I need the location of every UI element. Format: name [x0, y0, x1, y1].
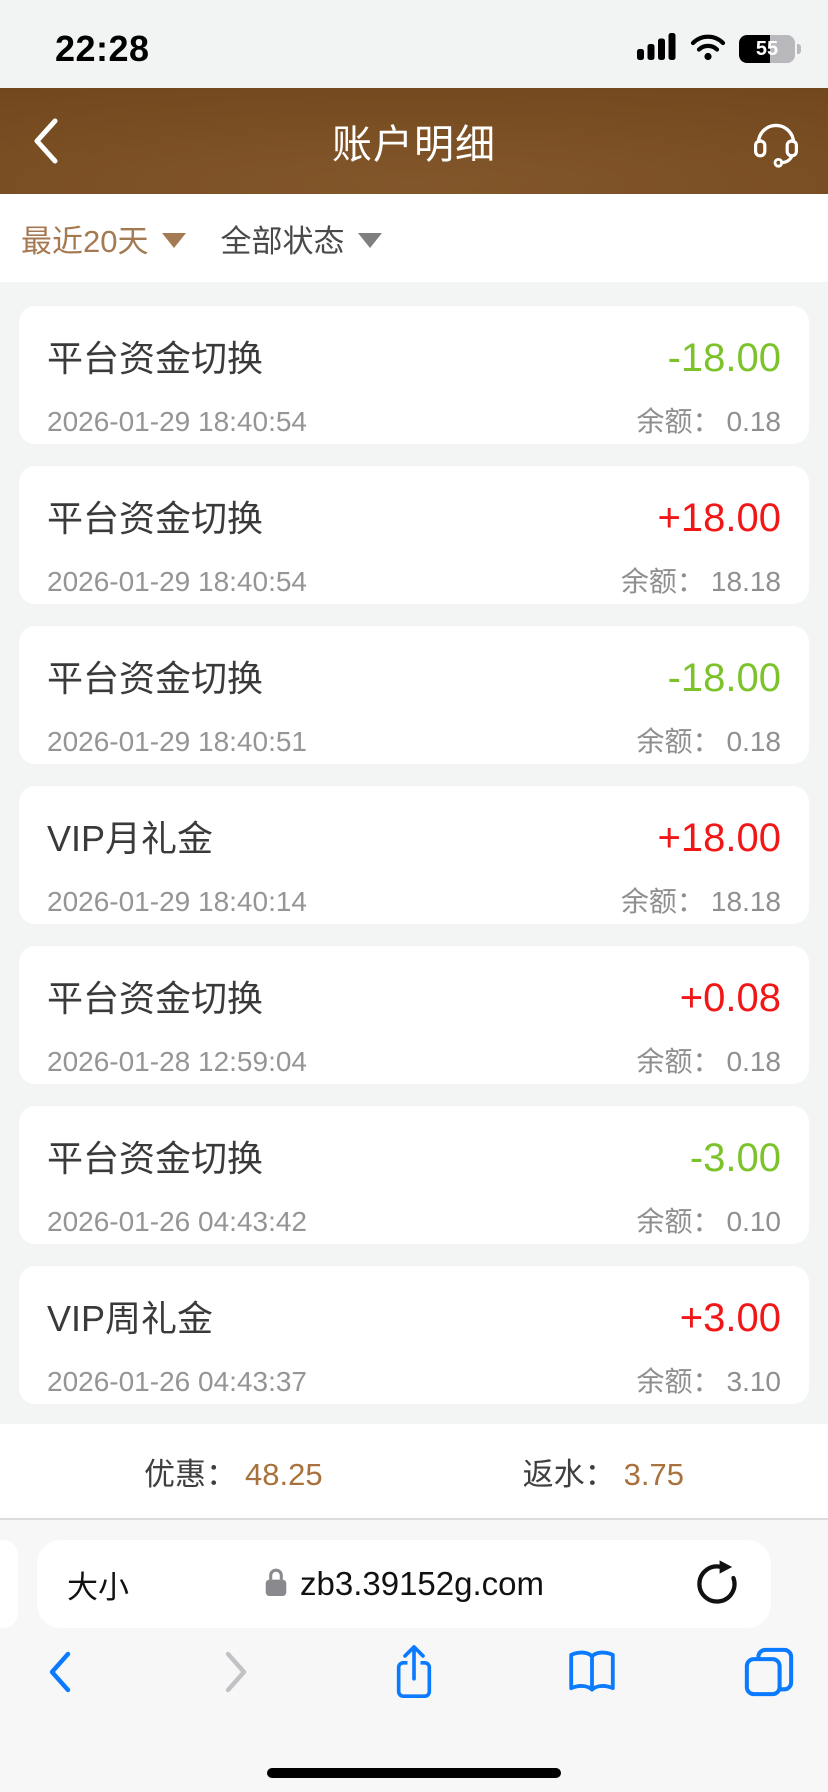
browser-chrome: 大小 zb3.39152g.com — [0, 1520, 828, 1792]
url-display[interactable]: zb3.39152g.com — [37, 1540, 771, 1628]
previous-tab-peek[interactable] — [0, 1540, 18, 1628]
url-bar-row: 大小 zb3.39152g.com — [0, 1520, 828, 1628]
tabs-icon[interactable] — [740, 1642, 798, 1702]
chevron-down-icon — [162, 232, 187, 248]
battery-icon: 55 — [739, 35, 801, 63]
balance-label: 余额： — [620, 886, 705, 917]
page-title: 账户明细 — [332, 123, 496, 167]
app-header: 账户明细 — [0, 88, 828, 194]
transaction-balance: 余额： 3.10 — [636, 1360, 781, 1400]
transaction-list: 平台资金切换 -18.00 2026-01-29 18:40:54 余额： 0.1… — [0, 282, 828, 1424]
clock: 22:28 — [55, 28, 150, 69]
transaction-title: 平台资金切换 — [47, 1138, 264, 1179]
transaction-balance: 余额： 0.10 — [636, 1200, 781, 1240]
transaction-card[interactable]: 平台资金切换 +18.00 2026-01-29 18:40:54 余额： 18.… — [19, 466, 809, 604]
balance-value: 0.18 — [726, 726, 782, 757]
promo-label: 优惠： — [144, 1456, 238, 1492]
transaction-balance: 余额： 18.18 — [621, 880, 781, 920]
transaction-card[interactable]: 平台资金切换 -18.00 2026-01-29 18:40:54 余额： 0.1… — [19, 306, 809, 444]
transaction-datetime: 2026-01-29 18:40:54 — [47, 406, 307, 437]
transaction-title: 平台资金切换 — [47, 498, 264, 539]
transaction-card[interactable]: 平台资金切换 -18.00 2026-01-29 18:40:51 余额： 0.1… — [19, 626, 809, 764]
home-indicator[interactable] — [267, 1768, 561, 1778]
bookmarks-icon[interactable] — [563, 1642, 621, 1702]
transaction-datetime: 2026-01-29 18:40:14 — [47, 886, 307, 917]
balance-value: 3.10 — [726, 1366, 782, 1397]
share-icon[interactable] — [385, 1642, 443, 1702]
transaction-amount: -18.00 — [667, 656, 781, 700]
transaction-title: 平台资金切换 — [47, 978, 264, 1019]
status-icons: 55 — [637, 33, 801, 66]
transaction-datetime: 2026-01-29 18:40:54 — [47, 566, 307, 597]
cellular-signal-icon — [637, 33, 677, 65]
balance-value: 0.10 — [726, 1206, 782, 1237]
lock-icon — [264, 1566, 288, 1603]
transaction-datetime: 2026-01-26 04:43:42 — [47, 1206, 307, 1237]
browser-forward-button[interactable] — [208, 1642, 266, 1702]
status-bar: 22:28 55 — [0, 0, 828, 88]
wifi-icon — [689, 33, 727, 66]
address-bar[interactable]: 大小 zb3.39152g.com — [37, 1540, 771, 1628]
promo-total: 优惠： 48.25 — [144, 1449, 323, 1494]
transaction-amount: -18.00 — [667, 336, 781, 380]
balance-value: 0.18 — [726, 406, 782, 437]
transaction-balance: 余额： 0.18 — [636, 720, 781, 760]
reload-icon[interactable] — [693, 1560, 741, 1608]
balance-label: 余额： — [636, 1366, 721, 1397]
transaction-title: VIP周礼金 — [47, 1298, 214, 1339]
transaction-title: 平台资金切换 — [47, 338, 264, 379]
transaction-datetime: 2026-01-29 18:40:51 — [47, 726, 307, 757]
status-filter[interactable]: 全部状态 — [220, 216, 383, 261]
balance-label: 余额： — [636, 1046, 721, 1077]
back-button[interactable] — [30, 116, 60, 166]
customer-service-headset-icon[interactable] — [750, 114, 802, 168]
balance-label: 余额： — [636, 726, 721, 757]
balance-value: 18.18 — [710, 886, 781, 917]
transaction-amount: +18.00 — [657, 496, 781, 540]
browser-toolbar — [0, 1628, 828, 1702]
transaction-balance: 余额： 0.18 — [636, 400, 781, 440]
text-size-button[interactable]: 大小 — [67, 1569, 129, 1605]
transaction-datetime: 2026-01-26 04:43:37 — [47, 1366, 307, 1397]
browser-back-button[interactable] — [30, 1642, 88, 1702]
balance-value: 18.18 — [710, 566, 781, 597]
rebate-total: 返水： 3.75 — [523, 1449, 684, 1494]
date-range-filter[interactable]: 最近20天 — [21, 216, 187, 261]
balance-label: 余额： — [636, 1206, 721, 1237]
transaction-datetime: 2026-01-28 12:59:04 — [47, 1046, 307, 1077]
filter-bar: 最近20天 全部状态 — [0, 194, 828, 282]
transaction-card[interactable]: 平台资金切换 +0.08 2026-01-28 12:59:04 余额： 0.18 — [19, 946, 809, 1084]
chevron-down-icon — [358, 232, 383, 248]
balance-value: 0.18 — [726, 1046, 782, 1077]
transaction-amount: +3.00 — [679, 1296, 781, 1340]
transaction-amount: +18.00 — [657, 816, 781, 860]
summary-bar: 优惠： 48.25 返水： 3.75 — [0, 1424, 828, 1520]
transaction-balance: 余额： 18.18 — [621, 560, 781, 600]
promo-value: 48.25 — [245, 1456, 323, 1492]
transaction-card[interactable]: 平台资金切换 -3.00 2026-01-26 04:43:42 余额： 0.10 — [19, 1106, 809, 1244]
transaction-amount: -3.00 — [689, 1136, 781, 1180]
balance-label: 余额： — [620, 566, 705, 597]
rebate-label: 返水： — [522, 1456, 616, 1492]
balance-label: 余额： — [636, 406, 721, 437]
transaction-title: 平台资金切换 — [47, 658, 264, 699]
url-text: zb3.39152g.com — [299, 1565, 544, 1602]
transaction-card[interactable]: VIP月礼金 +18.00 2026-01-29 18:40:14 余额： 18.… — [19, 786, 809, 924]
status-filter-label: 全部状态 — [220, 223, 345, 259]
rebate-value: 3.75 — [623, 1456, 684, 1492]
transaction-amount: +0.08 — [679, 976, 781, 1020]
date-range-label: 最近20天 — [21, 223, 149, 259]
transaction-card[interactable]: VIP周礼金 +3.00 2026-01-26 04:43:37 余额： 3.10 — [19, 1266, 809, 1404]
transaction-title: VIP月礼金 — [47, 818, 214, 859]
transaction-balance: 余额： 0.18 — [636, 1040, 781, 1080]
